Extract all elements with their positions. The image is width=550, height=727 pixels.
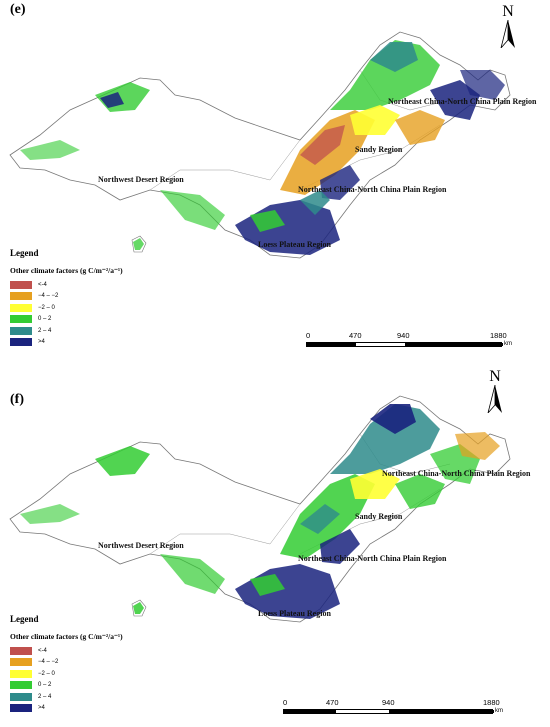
- legend-subtitle: Other climate factors (g C/m⁻²/a⁻¹): [10, 632, 123, 641]
- legend-swatch: [10, 292, 32, 301]
- north-letter: N: [489, 368, 501, 385]
- legend-swatch: [10, 303, 32, 312]
- scale-tick: 470: [349, 331, 362, 340]
- scale-bar-graphic: [283, 709, 494, 714]
- region-label-ne-plain-2: Northeast China-North China Plain Region: [298, 185, 447, 194]
- legend-swatch: [10, 692, 32, 701]
- legend-item: <-4: [10, 279, 123, 291]
- scale-tick: 1880: [490, 331, 507, 340]
- region-label-loess: Loess Plateau Region: [258, 609, 331, 618]
- north-arrow: N: [497, 4, 519, 53]
- legend: Legend Other climate factors (g C/m⁻²/a⁻…: [10, 614, 123, 714]
- scale-bar: 0 470 940 1880 km: [306, 331, 512, 355]
- legend-title: Legend: [10, 614, 39, 624]
- legend-item: −2 – 0: [10, 668, 123, 680]
- panel-label: (f): [10, 392, 24, 407]
- region-label-nw-desert: Northwest Desert Region: [98, 541, 184, 550]
- legend-swatch: [10, 280, 32, 289]
- legend-item: −4 – −2: [10, 291, 123, 303]
- map-panel-e: (e) N Northeast China-North China Plain …: [0, 0, 550, 363]
- map-e: [9, 31, 511, 259]
- legend-swatch: [10, 658, 32, 667]
- scale-unit: km: [495, 708, 503, 714]
- north-arrow-icon: [487, 384, 502, 414]
- map-panel-f: (f) N Northeast China-North China Plain …: [0, 364, 550, 727]
- scale-bar-graphic: [306, 342, 503, 347]
- legend-swatch: [10, 326, 32, 335]
- legend-item: <-4: [10, 645, 123, 657]
- north-arrow: N: [484, 369, 506, 418]
- region-label-sandy: Sandy Region: [355, 145, 403, 154]
- region-label-loess: Loess Plateau Region: [258, 240, 331, 249]
- legend-item: −4 – −2: [10, 657, 123, 669]
- legend-item: >4: [10, 337, 123, 349]
- legend-swatch: [10, 669, 32, 678]
- scale-bar: 0 470 940 1880 km: [283, 698, 503, 722]
- legend-item: 0 – 2: [10, 314, 123, 326]
- legend-item: >4: [10, 703, 123, 715]
- scale-tick: 470: [326, 698, 339, 707]
- legend-swatch: [10, 704, 32, 713]
- legend-item: −2 – 0: [10, 302, 123, 314]
- legend-swatch: [10, 646, 32, 655]
- legend: Legend Other climate factors (g C/m⁻²/a⁻…: [10, 248, 123, 348]
- north-letter: N: [502, 3, 514, 20]
- legend-item: 2 – 4: [10, 325, 123, 337]
- scale-tick: 0: [306, 331, 311, 340]
- region-label-nw-desert: Northwest Desert Region: [98, 175, 184, 184]
- legend-swatch: [10, 315, 32, 324]
- region-label-ne-plain-1: Northeast China-North China Plain Region: [382, 469, 531, 478]
- scale-unit: km: [504, 341, 512, 347]
- legend-swatch: [10, 681, 32, 690]
- region-label-ne-plain-1: Northeast China-North China Plain Region: [388, 97, 537, 106]
- legend-title: Legend: [10, 248, 39, 258]
- scale-tick: 1880: [483, 698, 500, 707]
- region-label-ne-plain-2: Northeast China-North China Plain Region: [298, 554, 447, 563]
- scale-tick: 940: [382, 698, 395, 707]
- north-arrow-icon: [500, 19, 515, 49]
- map-f: [9, 395, 511, 623]
- region-label-sandy: Sandy Region: [355, 512, 403, 521]
- legend-item: 0 – 2: [10, 680, 123, 692]
- scale-tick: 940: [397, 331, 410, 340]
- panel-label: (e): [10, 2, 26, 17]
- legend-swatch: [10, 338, 32, 347]
- scale-tick: 0: [283, 698, 288, 707]
- legend-item: 2 – 4: [10, 691, 123, 703]
- legend-subtitle: Other climate factors (g C/m⁻²/a⁻¹): [10, 266, 123, 275]
